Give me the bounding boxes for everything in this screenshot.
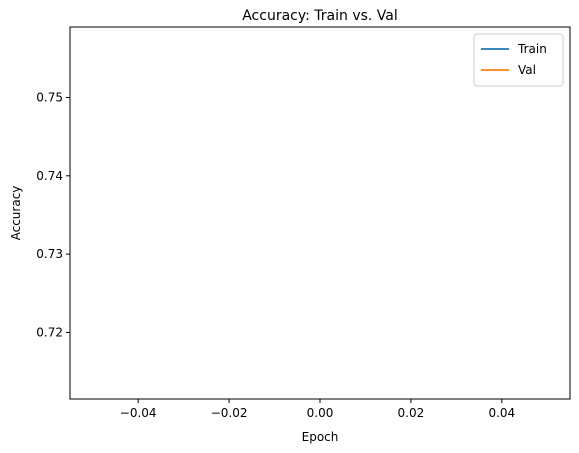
x-tick-label: −0.02 (211, 406, 248, 420)
legend-label-val: Val (518, 63, 536, 77)
chart-title: Accuracy: Train vs. Val (242, 8, 398, 24)
x-axis-ticks: −0.04 −0.02 0.00 0.02 0.04 (120, 399, 515, 420)
legend-label-train: Train (517, 42, 547, 56)
x-tick-label: −0.04 (120, 406, 157, 420)
plot-area (69, 26, 571, 400)
x-tick-label: 0.00 (307, 406, 334, 420)
y-tick-label: 0.72 (36, 325, 63, 339)
x-tick-label: 0.02 (398, 406, 425, 420)
y-axis-ticks: 0.72 0.73 0.74 0.75 (36, 90, 70, 339)
y-axis-label: Accuracy (9, 186, 23, 241)
y-tick-label: 0.74 (36, 169, 63, 183)
y-tick-label: 0.75 (36, 90, 63, 104)
plot-frame (69, 26, 571, 400)
y-tick-label: 0.73 (36, 247, 63, 261)
x-axis-label: Epoch (302, 430, 339, 444)
legend: Train Val (473, 33, 564, 87)
x-tick-label: 0.04 (488, 406, 515, 420)
legend-box (473, 33, 564, 87)
